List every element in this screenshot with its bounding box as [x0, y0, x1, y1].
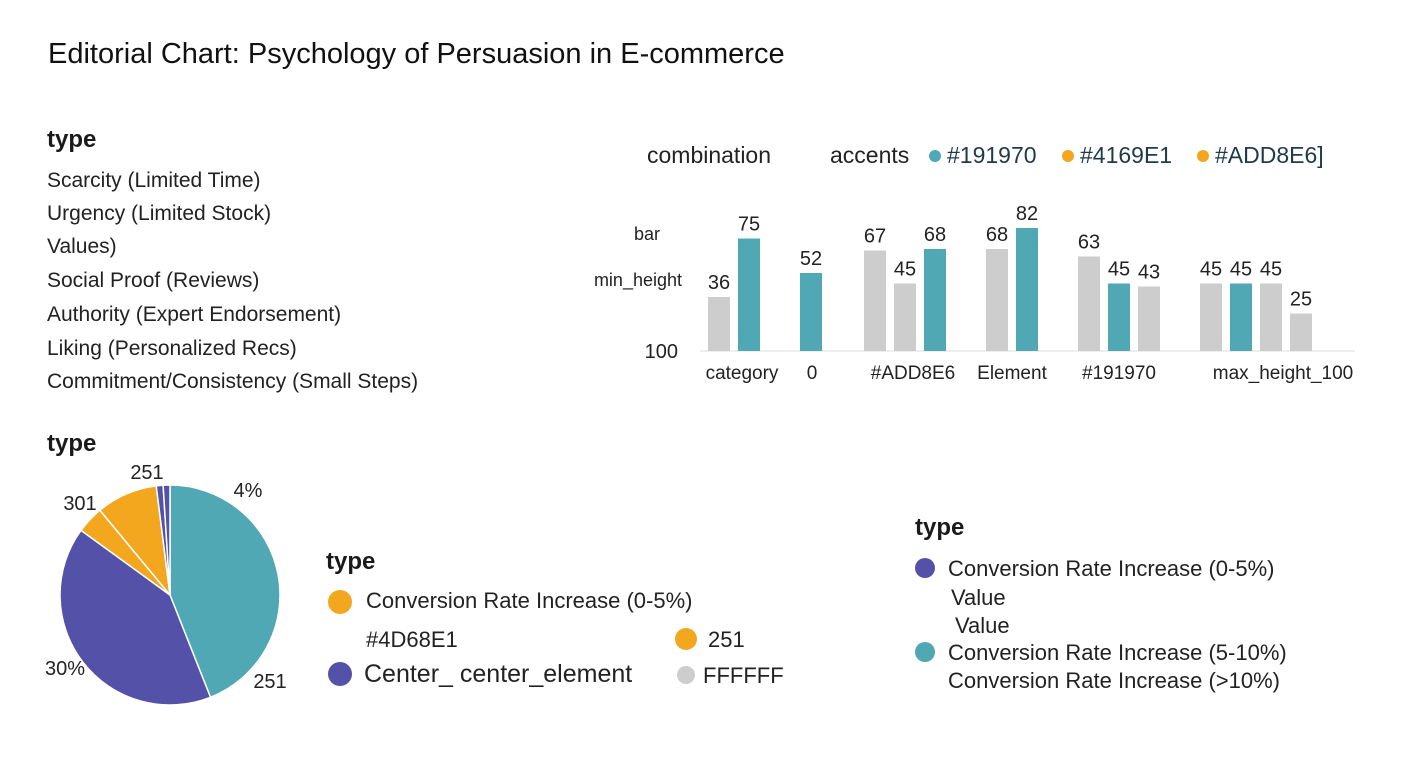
accent-dot-teal [929, 150, 941, 162]
pie-heading: type [47, 430, 97, 457]
bar [1108, 283, 1130, 351]
type-list-item: Commitment/Consistency (Small Steps) [47, 370, 419, 393]
legend-right-item: Conversion Rate Increase (>10%) [948, 668, 1280, 693]
bar-header-combination: combination [647, 142, 772, 168]
bar-value-label: 45 [1200, 259, 1222, 281]
bar [1138, 286, 1160, 351]
legend-right-item: Value [955, 613, 1010, 638]
accent-label: #4169E1 [1080, 142, 1173, 168]
legend-swatch-gray [677, 666, 695, 684]
y-tick-label: min_height [594, 270, 682, 291]
bar-value-label: 82 [1016, 203, 1038, 225]
bar-value-label: 52 [800, 248, 822, 270]
bar-value-label: 68 [986, 224, 1008, 246]
pie-label: 30% [45, 658, 85, 680]
legend-swatch-purple [915, 558, 935, 578]
bar [894, 283, 916, 351]
bar-header-accents: accents [830, 142, 910, 168]
legend-right-item: Value [951, 585, 1006, 610]
pie-slice [162, 484, 171, 596]
bar [1230, 283, 1252, 351]
legend-swatch-orange [675, 628, 697, 650]
y-tick-label: 100 [645, 341, 678, 363]
legend-mid-item: Center_ center_element [364, 660, 633, 688]
pie-chart: 251 4% 301 30% 251 [45, 462, 287, 706]
pie-label: 301 [63, 493, 96, 515]
bar [1016, 228, 1038, 351]
legend-right-item: Conversion Rate Increase (5-10%) [948, 640, 1287, 665]
accent-label: #191970 [947, 142, 1037, 168]
type-list-item: Scarcity (Limited Time) [47, 169, 261, 192]
bar-value-label: 68 [924, 224, 946, 246]
x-tick-label: #ADD8E6 [871, 363, 956, 384]
x-tick-label: 0 [807, 363, 818, 384]
bar [986, 249, 1008, 351]
pie-slice [59, 529, 212, 706]
accent-dot-orange [1062, 150, 1074, 162]
bar-chart: bar min_height 100 36 75 52 67 45 68 68 82 63 45 43 45… [594, 203, 1355, 384]
bar-value-label: 43 [1138, 262, 1160, 284]
type-list-item: Values) [47, 235, 117, 258]
bar-value-label: 45 [1230, 259, 1252, 281]
pie-label: 4% [234, 480, 263, 502]
bar-value-label: 25 [1290, 289, 1312, 311]
legend-swatch-teal [915, 642, 935, 662]
bar [924, 249, 946, 351]
legend-swatch-orange [328, 590, 352, 614]
type-list-item: Urgency (Limited Stock) [47, 202, 272, 225]
bar-value-label: 67 [864, 226, 886, 248]
legend-mid-item: #4D68E1 [366, 627, 458, 652]
accent-dot-orange [1197, 150, 1209, 162]
x-tick-label: Element [977, 363, 1047, 384]
x-tick-label: category [706, 363, 779, 384]
bar [1200, 283, 1222, 351]
bar-value-label: 36 [708, 272, 730, 294]
bar [800, 273, 822, 351]
bar-value-label: 45 [1260, 259, 1282, 281]
type-list-item: Liking (Personalized Recs) [47, 337, 297, 360]
page-title: Editorial Chart: Psychology of Persuasio… [48, 38, 785, 70]
bar-value-label: 75 [738, 214, 760, 236]
type-list-item: Social Proof (Reviews) [47, 269, 260, 292]
accent-label: #ADD8E6] [1215, 142, 1324, 168]
legend-mid-heading: type [326, 548, 376, 575]
pie-label: 251 [253, 671, 286, 693]
x-tick-label: #191970 [1082, 363, 1156, 384]
legend-right-heading: type [915, 514, 965, 541]
bar-value-label: 45 [894, 259, 916, 281]
bar [708, 297, 730, 351]
legend-mid-item: 251 [708, 627, 745, 652]
legend-right-item: Conversion Rate Increase (0-5%) [948, 556, 1275, 581]
bar [738, 238, 760, 351]
bar-value-label: 63 [1078, 232, 1100, 254]
bar [864, 250, 886, 351]
bar-value-label: 45 [1108, 259, 1130, 281]
pie-label: 251 [130, 462, 163, 484]
type-list-item: Authority (Expert Endorsement) [47, 303, 342, 326]
x-tick-label: max_height_100 [1213, 363, 1354, 384]
pie-slice [169, 484, 281, 699]
legend-swatch-purple [328, 662, 352, 686]
y-tick-label: bar [634, 224, 660, 244]
legend-mid-item: Conversion Rate Increase (0-5%) [366, 588, 693, 613]
bar [1290, 313, 1312, 351]
bar [1078, 256, 1100, 351]
type-list-heading: type [47, 126, 97, 153]
legend-mid-item: FFFFFF [703, 663, 784, 688]
bar [1260, 283, 1282, 351]
